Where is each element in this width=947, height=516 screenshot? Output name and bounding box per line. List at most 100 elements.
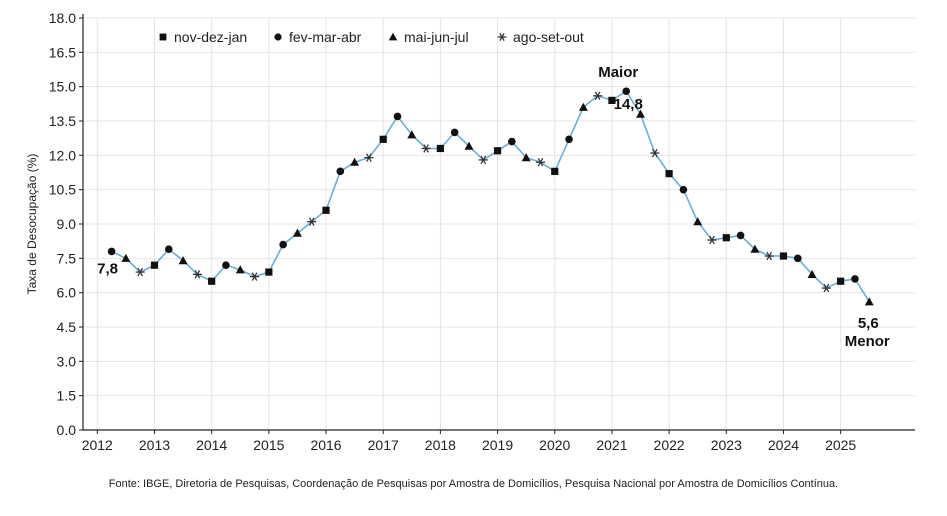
annotation-min-value: 5,6 [858, 315, 879, 332]
x-tick-label: 2022 [654, 437, 685, 453]
data-point [265, 268, 273, 276]
x-tick-label: 2023 [711, 437, 742, 453]
data-point [436, 144, 444, 153]
chart-svg: 0.0 1.5 3.0 4.5 6.0 7.5 9.0 10.5 12.0 13.5 15.0 16.… [25, 10, 915, 453]
y-tick-label: 18.0 [49, 10, 76, 26]
x-tick-label: 2015 [253, 437, 284, 453]
data-point [307, 217, 317, 226]
series-line [111, 90, 870, 303]
data-point [478, 155, 488, 165]
asterisk-stroke [137, 267, 143, 277]
data-point [379, 135, 387, 143]
x-tick-label: 2020 [539, 437, 570, 453]
y-tick-label: 1.5 [57, 388, 77, 404]
y-tick-label: 3.0 [57, 353, 77, 369]
data-point [336, 167, 345, 176]
y-axis-title: Taxa de Desocupação (%) [25, 154, 39, 295]
asterisk-stroke [251, 272, 258, 281]
asterisk-stroke [823, 283, 830, 293]
data-point [679, 185, 688, 194]
data-point [565, 135, 573, 144]
asterisk-stroke [480, 155, 487, 165]
y-tick-label: 7.5 [57, 250, 77, 266]
data-point [350, 157, 360, 166]
data-point [864, 297, 874, 306]
data-point [821, 283, 831, 293]
series-square [150, 96, 845, 285]
data-point [164, 245, 173, 253]
data-point [364, 153, 374, 162]
data-point [322, 206, 330, 214]
x-tick-label: 2018 [425, 437, 456, 453]
asterisk-stroke [308, 217, 315, 226]
data-point [235, 265, 245, 274]
x-tick-label: 2014 [196, 437, 227, 453]
data-point [650, 148, 660, 158]
data-point [250, 272, 260, 281]
data-point [292, 228, 302, 237]
asterisk-stroke [499, 32, 505, 42]
data-point [107, 247, 116, 256]
data-point [508, 137, 516, 146]
data-point [736, 231, 745, 240]
data-point [222, 261, 230, 270]
data-point [608, 96, 616, 104]
legend-marker-square [159, 33, 167, 41]
data-point [750, 244, 760, 253]
x-tick-label: 2024 [768, 437, 799, 453]
legend-item-circle: fev-mar-abr [274, 29, 362, 45]
annotation-max-word: Maior [598, 64, 638, 81]
data-point [793, 254, 802, 263]
x-tick-label: 2012 [82, 437, 113, 453]
y-tick-label: 9.0 [57, 216, 77, 232]
data-point [779, 252, 788, 260]
asterisk-stroke [366, 153, 372, 162]
asterisk-stroke [652, 148, 658, 158]
data-point [279, 240, 287, 249]
annotation-min-word: Menor [845, 333, 890, 350]
y-tick-label: 13.5 [49, 113, 76, 129]
legend-marker-circle [274, 33, 282, 41]
y-tick-label: 15.0 [49, 79, 76, 95]
data-point [837, 277, 845, 285]
x-tick-label: 2013 [139, 437, 170, 453]
x-tick-label: 2025 [825, 437, 856, 453]
data-point [707, 235, 717, 245]
data-point [551, 167, 559, 175]
data-point [521, 153, 531, 162]
x-tick-label: 2017 [368, 437, 399, 453]
data-point [121, 253, 131, 262]
asterisk-stroke [709, 235, 715, 245]
data-point [135, 267, 145, 277]
source-note: Fonte: IBGE, Diretoria de Pesquisas, Coo… [108, 478, 839, 490]
x-tick-label: 2021 [596, 437, 627, 453]
y-tick-label: 16.5 [49, 44, 76, 60]
x-tick-label: 2019 [482, 437, 513, 453]
data-point [622, 87, 631, 96]
asterisk-stroke [766, 251, 772, 261]
data-point [535, 157, 545, 167]
unemployment-rate-chart: 0.0 1.5 3.0 4.5 6.0 7.5 9.0 10.5 12.0 13.5 15.0 16.… [25, 10, 915, 453]
data-point [807, 269, 817, 278]
legend-label: ago-set-out [513, 29, 584, 45]
x-tick-label: 2016 [310, 437, 341, 453]
data-point [636, 109, 646, 118]
annotation-first: 7,8 [97, 260, 118, 277]
data-point [593, 91, 603, 101]
data-point [393, 112, 402, 121]
data-point [665, 170, 673, 178]
legend-label: mai-jun-jul [404, 29, 469, 45]
data-point [450, 128, 459, 137]
legend-label: nov-dez-jan [174, 29, 247, 45]
asterisk-stroke [537, 157, 544, 167]
data-point [693, 217, 703, 226]
data-point [192, 270, 202, 279]
data-point [722, 234, 730, 242]
y-tick-label: 12.0 [49, 147, 76, 163]
annotation-max-value: 14,8 [614, 96, 643, 113]
asterisk-stroke [194, 270, 201, 279]
asterisk-stroke [423, 144, 429, 153]
asterisk-stroke [594, 91, 601, 101]
y-tick-label: 6.0 [57, 285, 77, 301]
data-point [464, 141, 474, 150]
